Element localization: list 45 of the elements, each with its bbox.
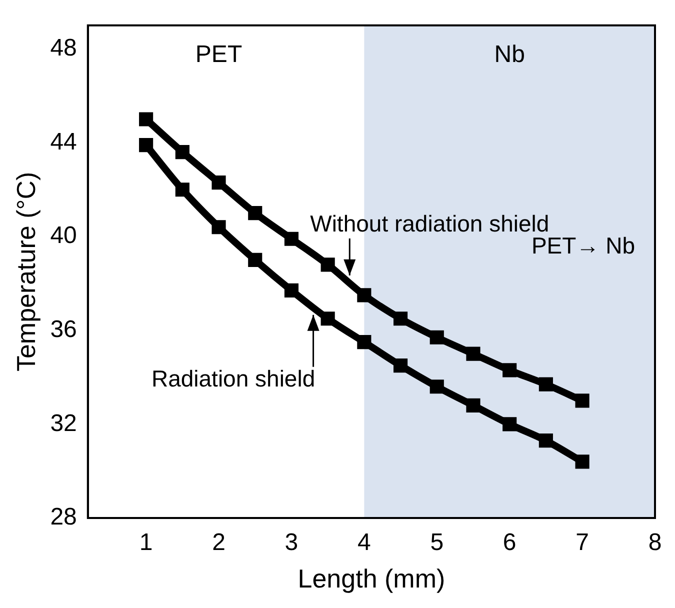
point: [430, 330, 444, 344]
point: [538, 377, 553, 392]
y-axis-title: Temperature (°C): [10, 172, 41, 372]
point: [175, 145, 190, 160]
x-tick-label: 2: [212, 529, 226, 556]
point: [284, 232, 299, 246]
point: [430, 380, 444, 394]
point: [393, 358, 408, 373]
point: [212, 220, 226, 234]
y-tick-label: 48: [50, 34, 77, 62]
annotation: PET: [195, 41, 242, 68]
point: [139, 138, 154, 152]
point: [575, 394, 590, 408]
point: [284, 283, 299, 298]
point: [357, 288, 372, 302]
point: [393, 312, 408, 326]
x-axis-title: Length (mm): [298, 564, 446, 594]
point: [466, 398, 480, 412]
point: [320, 312, 335, 326]
point: [575, 454, 590, 469]
band-label: Nb: [494, 41, 525, 68]
x-tick-label: 4: [357, 529, 371, 556]
x-tick-label: 1: [139, 529, 153, 556]
x-tick-label: 7: [576, 529, 589, 556]
point: [502, 417, 517, 432]
point: [175, 182, 190, 197]
point: [466, 346, 480, 361]
x-tick-label: 3: [284, 529, 298, 556]
x-tick-label: 8: [648, 529, 662, 556]
y-tick-label: 44: [50, 128, 77, 156]
y-tick-label: 36: [50, 316, 77, 343]
point: [139, 112, 154, 126]
x-tick-label: 6: [502, 529, 516, 556]
point: [248, 206, 262, 220]
y-tick-label: 28: [50, 504, 77, 531]
y-tick-label: 40: [50, 222, 77, 250]
x-tick-label: 5: [430, 529, 444, 556]
point: [538, 434, 553, 448]
point: [212, 176, 226, 190]
point: [248, 252, 262, 268]
y-tick-label: 32: [50, 410, 77, 437]
point: [357, 335, 372, 350]
point: [320, 258, 335, 272]
annotation: Radiation shield: [151, 366, 316, 392]
point: [502, 363, 517, 378]
